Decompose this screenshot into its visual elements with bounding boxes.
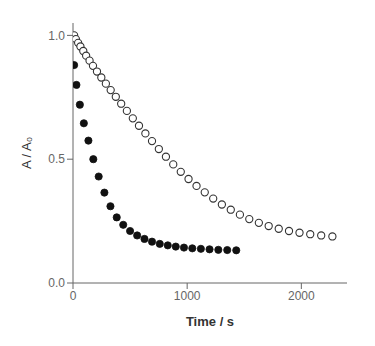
svg-text:1000: 1000 (174, 289, 201, 303)
svg-text:A / A₀: A / A₀ (19, 137, 34, 169)
svg-text:0.0: 0.0 (48, 276, 65, 290)
svg-text:0.5: 0.5 (48, 152, 65, 166)
svg-text:1.0: 1.0 (48, 29, 65, 43)
svg-text:2000: 2000 (288, 289, 315, 303)
svg-text:0: 0 (70, 289, 77, 303)
svg-text:Time / s: Time / s (186, 314, 234, 329)
